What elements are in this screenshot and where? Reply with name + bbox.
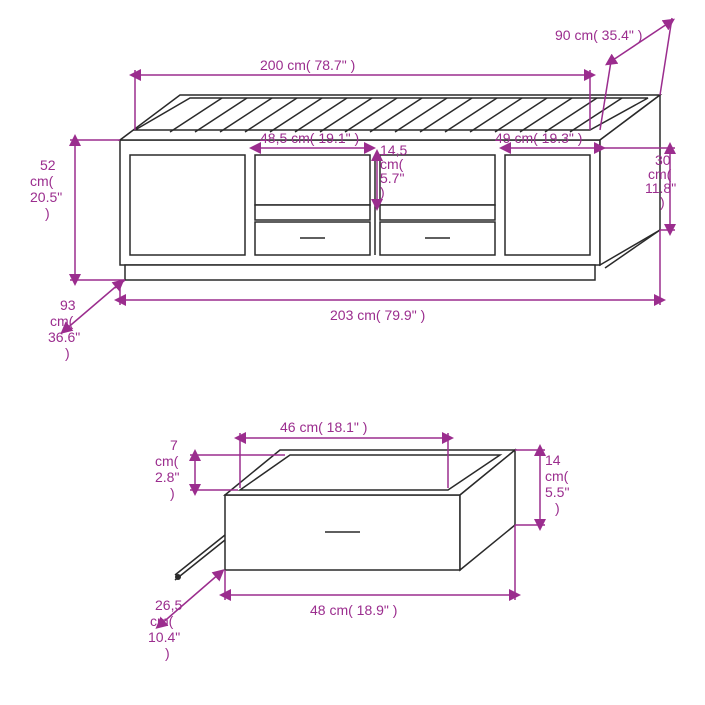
dim-right-inner: 49 cm( 19.3" ) (495, 130, 582, 146)
dim-drawer-outer-width: 48 cm( 18.9" ) (310, 602, 397, 618)
dim-side-height: 52cm(20.5") (30, 157, 62, 221)
dim-drawer-depth: 26,5cm(10.4") (148, 597, 182, 661)
dim-base-depth: 93cm(36.6") (48, 297, 80, 361)
drawer-drawing: 46 cm( 18.1" ) 7cm(2.8") 26,5cm(10.4") 4… (148, 419, 569, 661)
dim-inner-shelf: 48,5 cm( 19.1" ) (260, 130, 359, 146)
diagram-canvas: 200 cm( 78.7" ) 90 cm( 35.4" ) 52cm(20.5… (0, 0, 705, 705)
dim-top-width: 200 cm( 78.7" ) (260, 57, 355, 73)
dim-base-width: 203 cm( 79.9" ) (330, 307, 425, 323)
dim-drawer-inner-height: 7cm(2.8") (155, 437, 179, 501)
dim-top-depth: 90 cm( 35.4" ) (555, 27, 642, 43)
dim-drawer-inner-width: 46 cm( 18.1" ) (280, 419, 367, 435)
dim-drawer-outer-height: 14cm(5.5") (545, 452, 569, 516)
daybed-drawing: 200 cm( 78.7" ) 90 cm( 35.4" ) 52cm(20.5… (30, 18, 676, 361)
